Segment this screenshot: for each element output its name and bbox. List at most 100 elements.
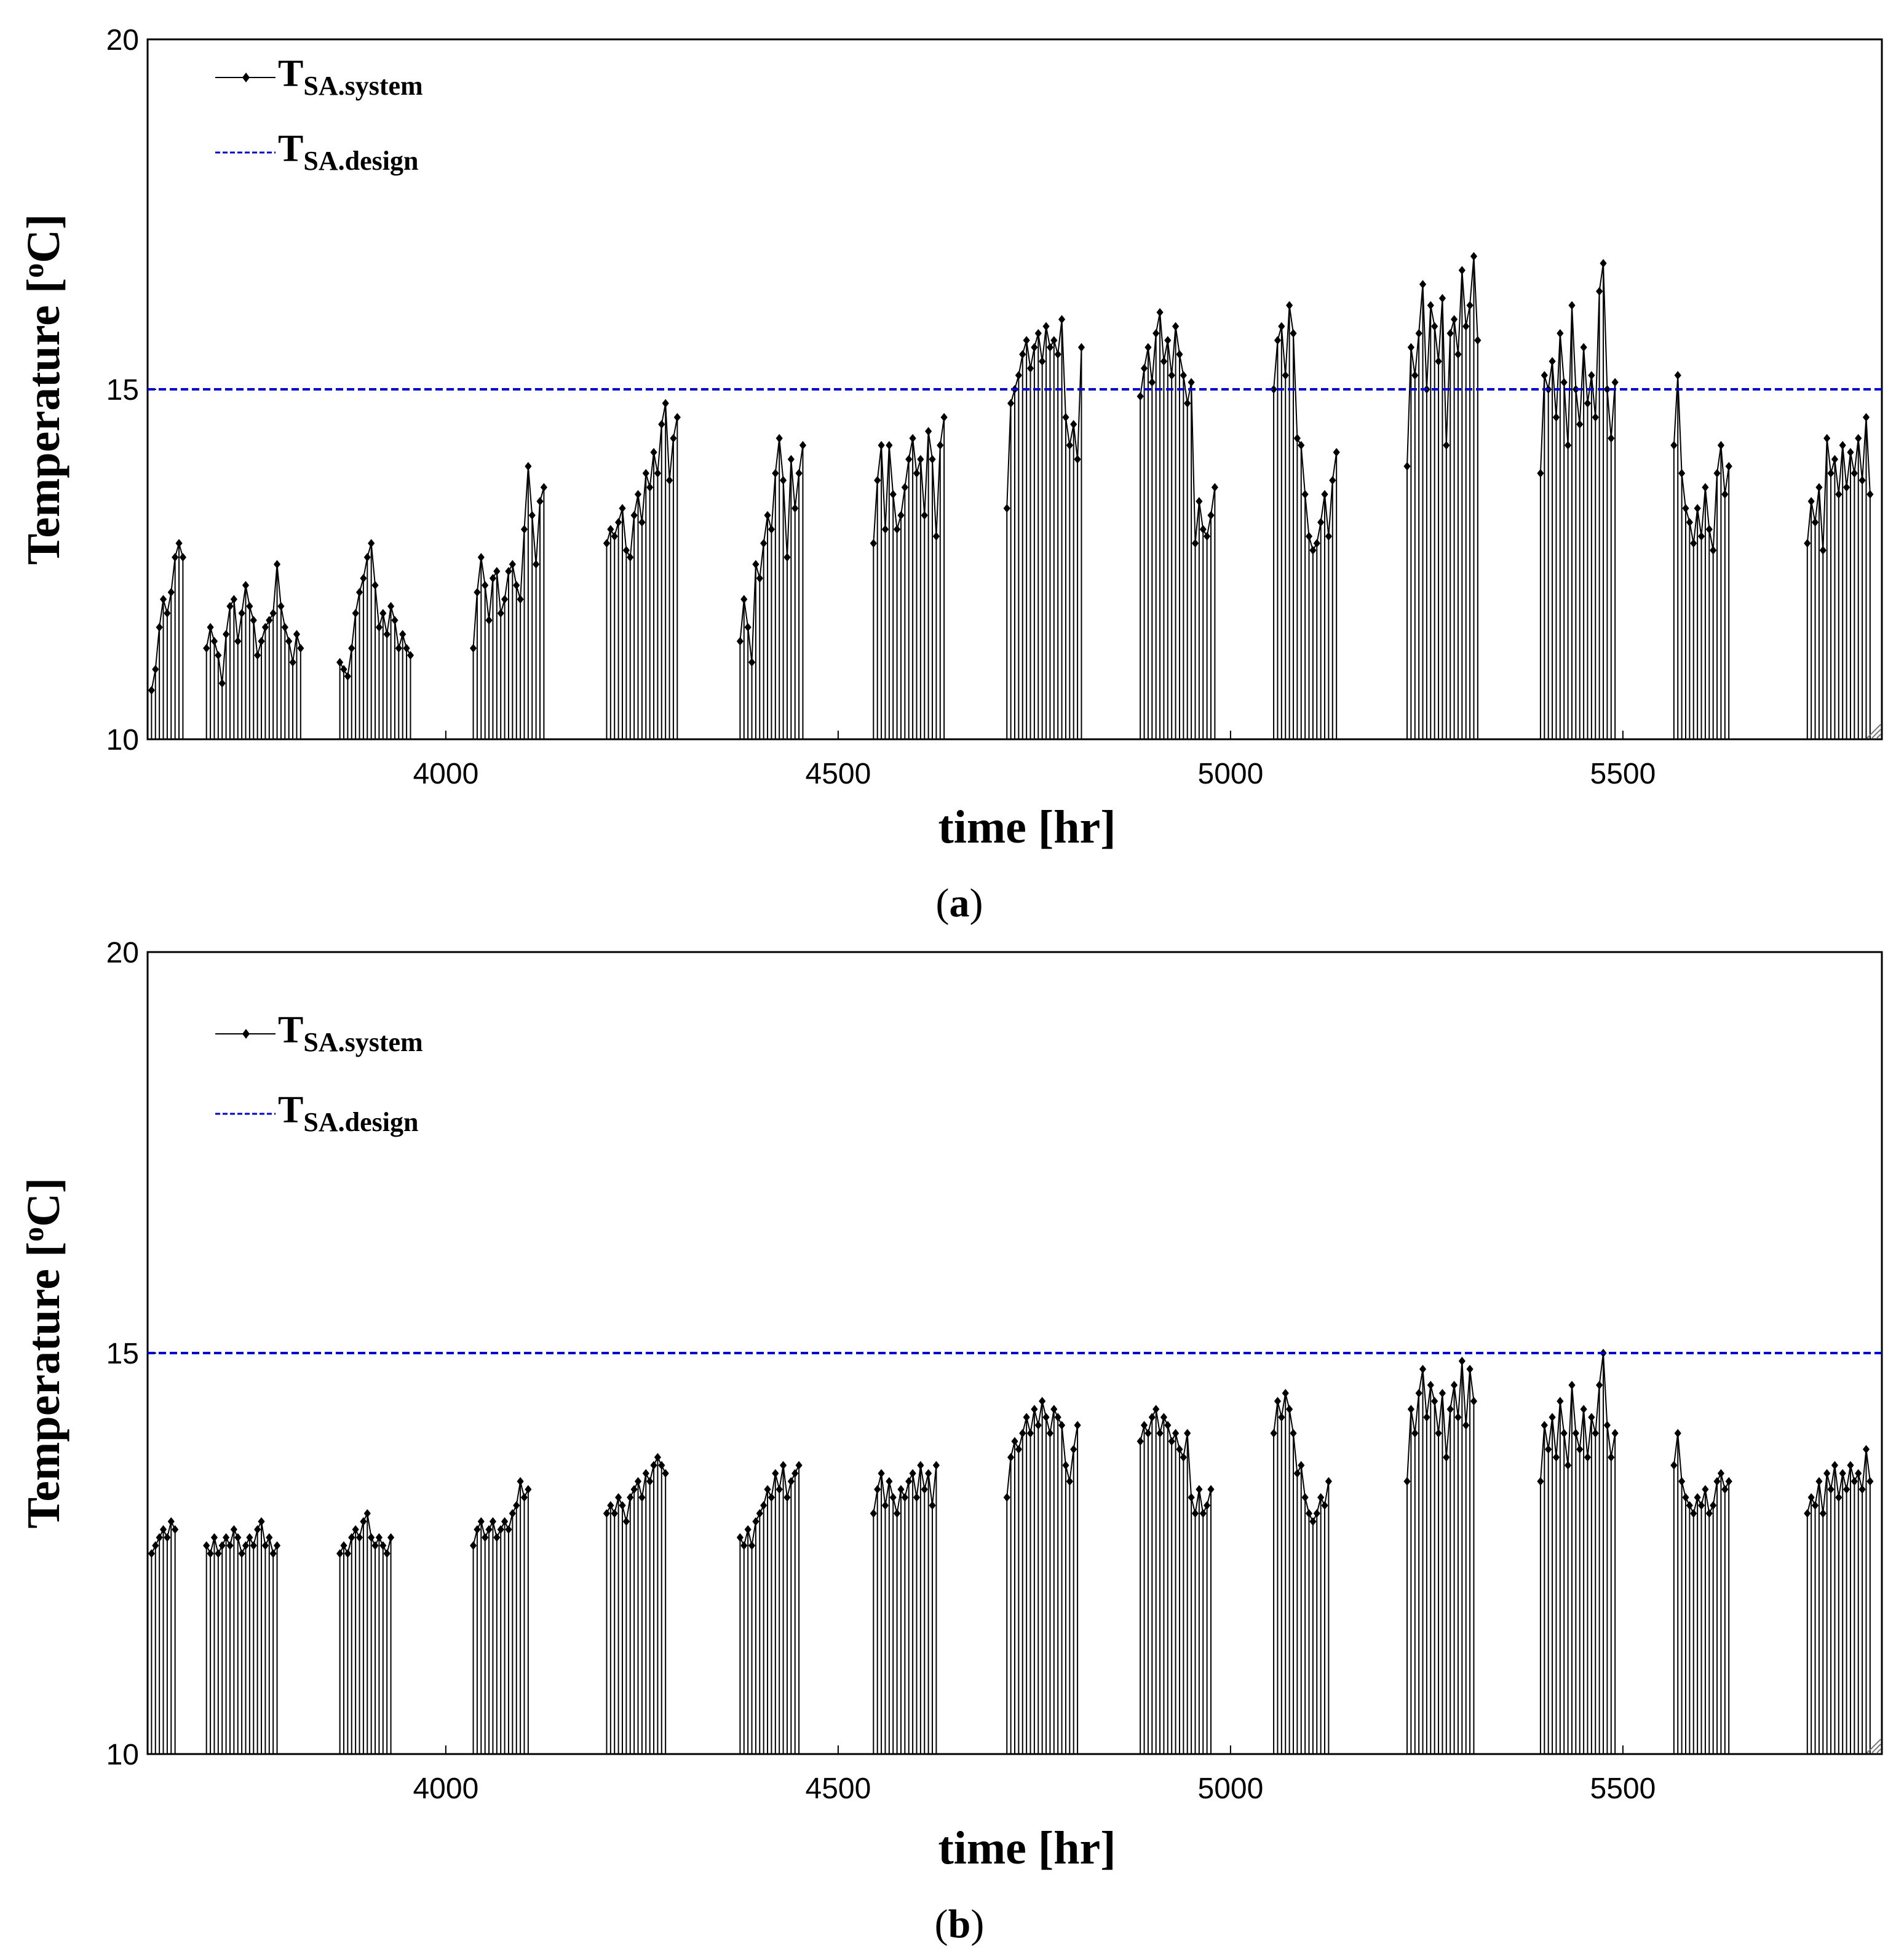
data-point	[940, 413, 948, 422]
data-point	[148, 686, 155, 695]
data-point	[360, 574, 367, 583]
data-point	[207, 622, 214, 632]
data-point	[881, 525, 889, 534]
data-point	[1596, 287, 1603, 296]
data-point	[1804, 1509, 1811, 1518]
data-point	[226, 1541, 234, 1550]
corner-grip	[1866, 724, 1881, 739]
data-point	[1007, 1453, 1015, 1462]
data-point	[1443, 1453, 1450, 1462]
data-point	[1046, 1429, 1054, 1438]
data-point	[156, 622, 163, 632]
data-point	[1592, 413, 1599, 422]
data-point	[1164, 336, 1172, 345]
data-point	[783, 1493, 791, 1502]
data-point	[799, 441, 807, 450]
data-point	[654, 1453, 662, 1462]
data-point	[1066, 1477, 1073, 1486]
data-point	[1670, 1461, 1678, 1470]
data-point	[167, 1517, 175, 1526]
data-point	[1423, 1413, 1430, 1422]
y-tick-label: 20	[106, 937, 139, 969]
data-point	[164, 1533, 171, 1542]
data-point	[238, 1549, 245, 1558]
data-point	[269, 1549, 277, 1558]
data-point	[1702, 1485, 1709, 1494]
data-point	[1074, 455, 1081, 464]
data-point	[242, 1541, 250, 1550]
data-point	[1431, 322, 1438, 331]
chart-panel-a: 10 15 20 4000 4500 5000 5500 TSA.system TSA.desi…	[17, 24, 1883, 926]
data-point	[1450, 1381, 1458, 1390]
data-point	[1329, 475, 1336, 485]
data-point	[1054, 350, 1061, 359]
data-point	[1557, 1397, 1564, 1406]
data-point	[748, 1541, 756, 1550]
data-point	[893, 1509, 901, 1518]
data-point	[795, 1461, 803, 1470]
data-point	[1537, 469, 1544, 478]
data-point	[795, 469, 803, 478]
data-point	[1293, 434, 1301, 443]
corner-grip	[1876, 734, 1881, 739]
data-point	[1588, 371, 1595, 380]
data-point	[1301, 1493, 1309, 1502]
data-point	[748, 657, 756, 667]
data-point	[1290, 328, 1297, 338]
data-point	[1603, 385, 1611, 394]
data-point	[1713, 469, 1721, 478]
data-point	[1427, 301, 1434, 310]
data-point	[1152, 1405, 1160, 1414]
data-point	[340, 1541, 347, 1550]
legend-item-sa-design: TSA.design	[215, 1089, 418, 1137]
data-point	[1596, 1381, 1603, 1390]
data-point	[1827, 469, 1835, 478]
data-point	[1804, 539, 1811, 548]
data-point	[909, 1469, 916, 1478]
data-point	[1576, 1445, 1584, 1454]
data-point	[1682, 1493, 1689, 1502]
data-point	[1470, 252, 1478, 261]
data-point	[355, 588, 363, 597]
x-tick-label: 5000	[1198, 1772, 1264, 1805]
data-point	[791, 1469, 799, 1478]
data-point	[1450, 315, 1458, 324]
data-point	[368, 1533, 375, 1542]
data-point	[344, 1549, 351, 1558]
series-line	[1539, 263, 1616, 474]
data-point	[218, 1541, 226, 1550]
data-point	[760, 1501, 768, 1510]
data-point	[1309, 1517, 1317, 1526]
data-point	[1458, 266, 1466, 275]
data-point	[520, 525, 528, 534]
data-point	[1042, 322, 1050, 331]
data-point	[1827, 1485, 1835, 1494]
data-point	[1070, 1445, 1077, 1454]
data-point	[1839, 1469, 1846, 1478]
legend-item-sa-system: TSA.system	[215, 1009, 423, 1057]
data-point	[1164, 1421, 1172, 1430]
data-point	[536, 497, 544, 506]
data-point	[1862, 413, 1870, 422]
data-point	[1290, 1429, 1297, 1438]
data-point	[1847, 448, 1854, 457]
data-point	[1211, 483, 1218, 492]
data-point	[1313, 1509, 1320, 1518]
data-point	[937, 441, 944, 450]
data-point	[1438, 294, 1446, 303]
data-point	[1039, 1397, 1046, 1406]
data-point	[1552, 413, 1560, 422]
legend-item-sa-design: TSA.design	[215, 128, 418, 176]
data-point	[768, 525, 775, 534]
data-point	[371, 581, 379, 590]
data-point	[533, 560, 540, 569]
data-point	[234, 1533, 242, 1542]
data-point	[1026, 1429, 1034, 1438]
data-point	[736, 637, 744, 646]
data-point	[1199, 1509, 1207, 1518]
data-point	[1050, 1405, 1058, 1414]
data-point	[363, 1509, 371, 1518]
data-point	[277, 601, 285, 611]
data-point	[1403, 462, 1411, 471]
data-point	[1015, 1445, 1022, 1454]
